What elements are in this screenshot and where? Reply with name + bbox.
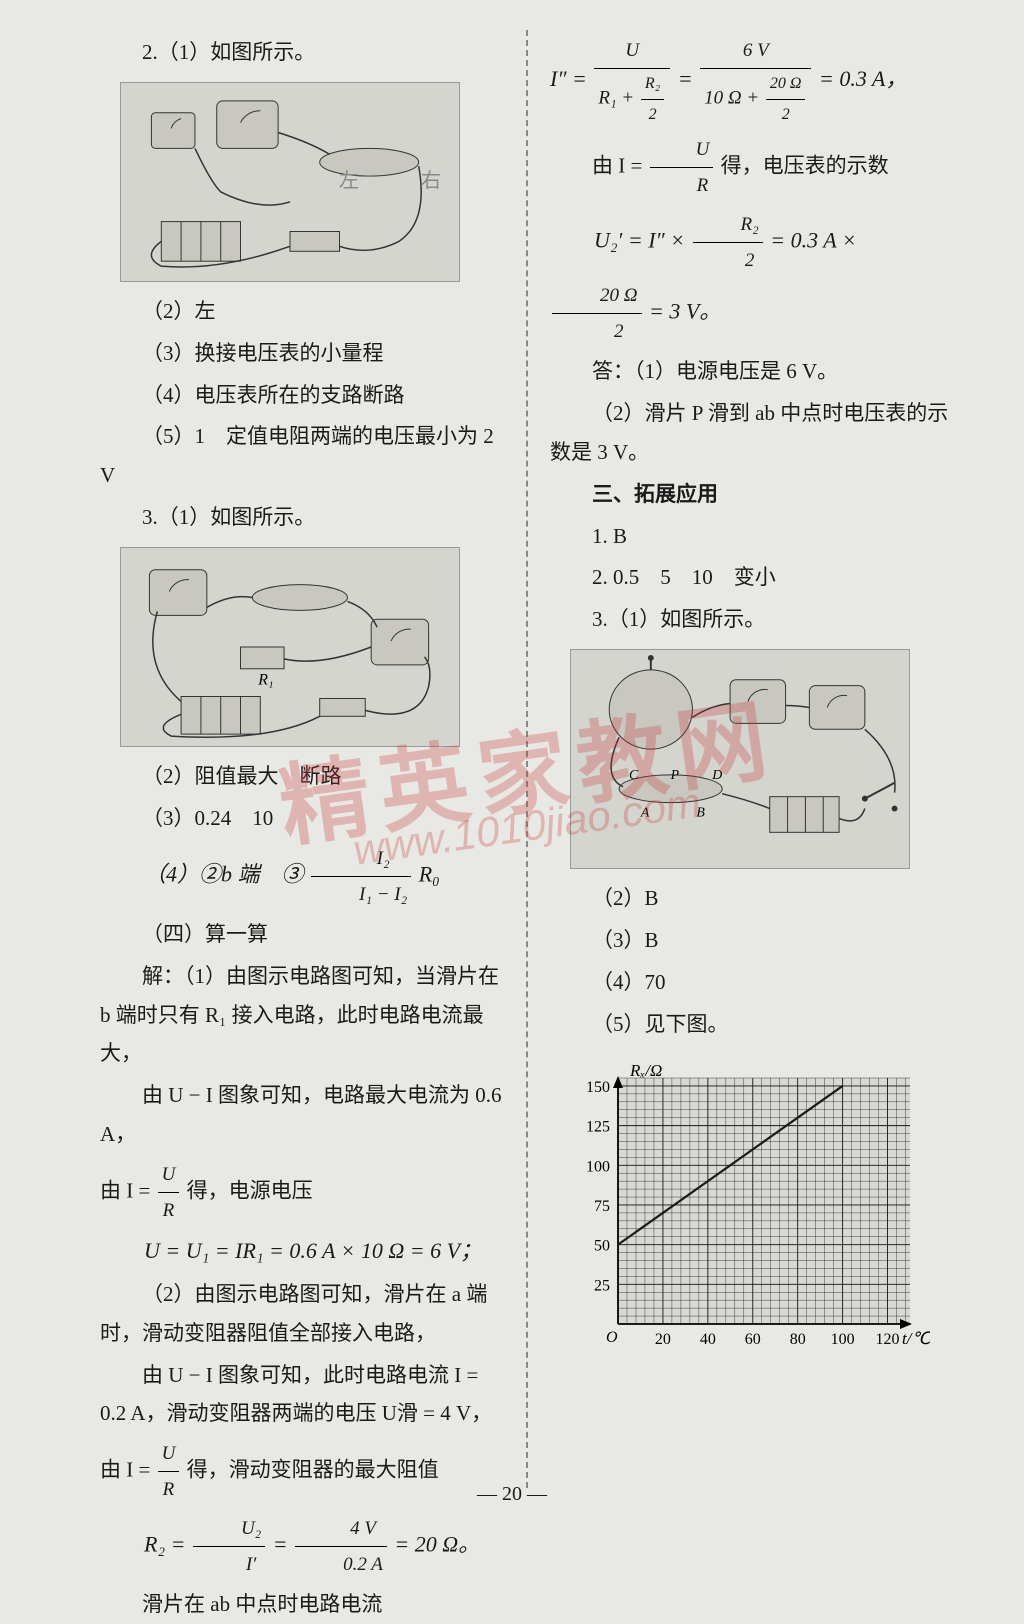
circuit-label-left: 左 (339, 163, 359, 200)
text-line: （5）1 定值电阻两端的电压最小为 2 V (100, 417, 504, 495)
circuit-diagram-2: R₁ (120, 547, 460, 747)
text-line: （四）算一算 (100, 915, 504, 954)
svg-text:P: P (670, 768, 680, 783)
fraction: U₂ I′ (193, 1511, 265, 1582)
text-line: （2）由图示电路图可知，滑片在 a 端时，滑动变阻器阻值全部接入电路， (100, 1275, 504, 1353)
text-line: 3.（1）如图所示。 (100, 498, 504, 537)
resistance-temp-chart: 25 50 75 100 125 150 20 40 60 80 100 120 O Rₓ/Ω t/℃ (570, 1058, 930, 1358)
fraction: U R (158, 1157, 180, 1228)
text: = 0.3 A， (819, 66, 907, 91)
section-heading: 三、拓展应用 (550, 475, 954, 514)
text-line: 2. 0.5 5 10 变小 (550, 558, 954, 597)
text-line: 由 U − I 图象可知，电路最大电流为 0.6 A， (100, 1076, 504, 1154)
fraction: U R₁ + R₂2 (594, 33, 670, 129)
text-line: （2）滑片 P 滑到 ab 中点时电压表的示数是 3 V。 (550, 394, 954, 472)
text-line: （2）B (550, 879, 954, 918)
text-line-formula: U₂′ = I″ × R₂ 2 = 0.3 A × 20 Ω 2 = 3 V。 (550, 207, 954, 350)
text: R₀ (419, 861, 440, 886)
svg-text:120: 120 (876, 1331, 900, 1348)
page-layout: 2.（1）如图所示。 左 右 （2）左 （3）换接电压表的小 (100, 30, 954, 1488)
text-line: 2.（1）如图所示。 (100, 33, 504, 72)
svg-text:O: O (606, 1329, 618, 1346)
text-line: 由 U − I 图象可知，此时电路电流 I = 0.2 A，滑动变阻器两端的电压… (100, 1356, 504, 1434)
text-line: （4）70 (550, 963, 954, 1002)
text: 由 I = (592, 154, 642, 178)
svg-text:80: 80 (790, 1331, 806, 1348)
svg-text:C: C (629, 768, 639, 783)
text: 得，电压表的示数 (721, 154, 889, 178)
column-divider (526, 30, 528, 1488)
text-line: （5）见下图。 (550, 1005, 954, 1044)
text-line-formula: 由 I = U R 得，电源电压 (100, 1157, 504, 1228)
svg-text:t/℃: t/℃ (902, 1329, 930, 1348)
text: = (273, 1531, 293, 1556)
svg-text:B: B (696, 806, 705, 821)
fraction: 6 V 10 Ω + 20 Ω2 (700, 33, 811, 129)
svg-text:D: D (711, 768, 722, 783)
fraction: 4 V 0.2 A (295, 1511, 387, 1582)
text-line: （4）电压表所在的支路断路 (100, 376, 504, 415)
svg-text:25: 25 (594, 1278, 610, 1295)
text-line-formula: （4）②b 端 ③ I₂ I₁ − I₂ R₀ (100, 841, 504, 912)
text: 由 I = (100, 1178, 150, 1202)
svg-text:R₁: R₁ (257, 672, 273, 689)
text-line: （3）换接电压表的小量程 (100, 334, 504, 373)
text-line: （3）0.24 10 (100, 799, 504, 838)
fraction: 20 Ω 2 (552, 278, 642, 349)
text-line: （3）B (550, 921, 954, 960)
text-line: （2）左 (100, 292, 504, 331)
text: （4）②b 端 ③ (144, 861, 304, 886)
text: R₂ = (144, 1531, 185, 1556)
nested-den: 10 Ω + 20 Ω2 (700, 69, 811, 129)
text: 得，电源电压 (187, 1178, 313, 1202)
text-line: 答：（1）电源电压是 6 V。 (550, 352, 954, 391)
text-line: 解：（1）由图示电路图可知，当滑片在 b 端时只有 R₁ 接入电路，此时电路电流… (100, 957, 504, 1074)
text-line: （2）阻值最大 断路 (100, 757, 504, 796)
text-line: 滑片在 ab 中点时电路电流 (100, 1585, 504, 1624)
text-line-formula: 由 I = U R 得，滑动变阻器的最大阻值 (100, 1436, 504, 1507)
text: = (678, 66, 698, 91)
svg-text:20: 20 (655, 1331, 671, 1348)
text-line-formula: R₂ = U₂ I′ = 4 V 0.2 A = 20 Ω。 (100, 1511, 504, 1582)
text: I″ = (550, 66, 587, 91)
circuit-diagram-1: 左 右 (120, 82, 460, 282)
fraction: U R (650, 132, 714, 203)
text: U₂′ = I″ × (594, 227, 691, 252)
text-line: U = U₁ = IR₁ = 0.6 A × 10 Ω = 6 V； (100, 1231, 504, 1272)
page-number: — 20 — (477, 1483, 547, 1506)
svg-text:75: 75 (594, 1198, 610, 1215)
text-line: 3.（1）如图所示。 (550, 600, 954, 639)
svg-text:125: 125 (586, 1119, 610, 1136)
text: = 0.3 A × (770, 227, 856, 252)
text-line-formula: 由 I = U R 得，电压表的示数 (550, 132, 954, 203)
svg-text:150: 150 (586, 1079, 610, 1096)
svg-text:60: 60 (745, 1331, 761, 1348)
svg-text:40: 40 (700, 1331, 716, 1348)
svg-text:100: 100 (831, 1331, 855, 1348)
circuit-diagram-3: C P D A B (570, 649, 910, 869)
fraction: U R (158, 1436, 180, 1507)
text: = 20 Ω。 (394, 1531, 480, 1556)
fraction: R₂ 2 (693, 207, 763, 278)
svg-text:Rₓ/Ω: Rₓ/Ω (629, 1061, 662, 1080)
text-line-formula: I″ = U R₁ + R₂2 = 6 V 10 Ω + 20 Ω2 = 0.3… (550, 33, 954, 129)
text: 由 I = (100, 1458, 150, 1482)
text: = 3 V。 (649, 299, 721, 324)
circuit-label-right: 右 (421, 163, 441, 200)
text-line: 1. B (550, 517, 954, 556)
svg-text:A: A (640, 806, 650, 821)
text: 得，滑动变阻器的最大阻值 (187, 1458, 439, 1482)
right-column: I″ = U R₁ + R₂2 = 6 V 10 Ω + 20 Ω2 = 0.3… (532, 30, 954, 1488)
svg-text:100: 100 (586, 1159, 610, 1176)
nested-den: R₁ + R₂2 (594, 69, 670, 129)
fraction: I₂ I₁ − I₂ (311, 841, 411, 912)
left-column: 2.（1）如图所示。 左 右 （2）左 （3）换接电压表的小 (100, 30, 522, 1488)
svg-text:50: 50 (594, 1238, 610, 1255)
